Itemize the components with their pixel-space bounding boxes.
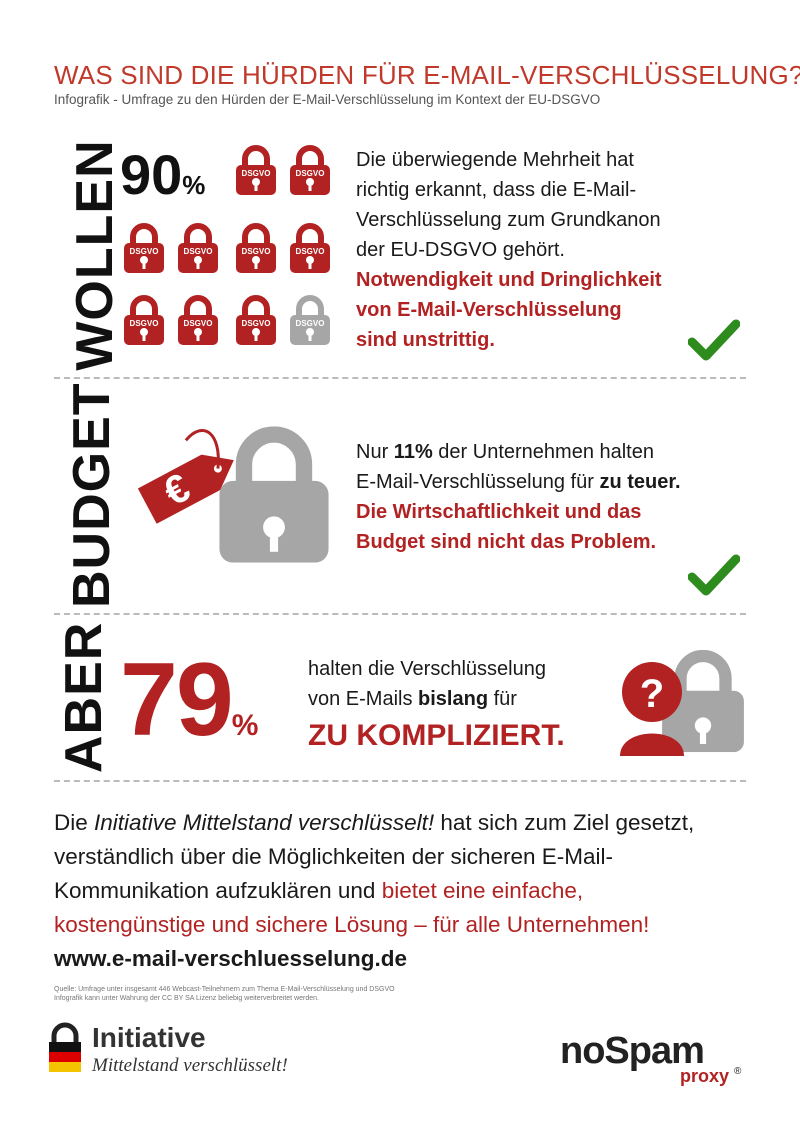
confused-person-icon: ? bbox=[620, 662, 684, 756]
lock-grid: DSGVO DSGVO DSGVO DSGVO DSGVO DSGVO DSGV… bbox=[118, 145, 348, 360]
section-label-aber: ABER bbox=[55, 621, 113, 773]
section-divider bbox=[54, 613, 746, 615]
dsgvo-lock-icon: DSGVO bbox=[122, 295, 166, 345]
section-label-budget: BUDGET bbox=[63, 382, 121, 608]
dsgvo-lock-gray-icon: DSGVO bbox=[288, 295, 332, 345]
svg-text:DSGVO: DSGVO bbox=[242, 319, 271, 328]
svg-text:DSGVO: DSGVO bbox=[130, 247, 159, 256]
aber-percent: 79% bbox=[120, 642, 259, 758]
dsgvo-lock-icon: DSGVO bbox=[234, 223, 278, 273]
nospam-proxy-logo: noSpam proxy ® bbox=[560, 1030, 742, 1086]
svg-text:DSGVO: DSGVO bbox=[130, 319, 159, 328]
svg-text:DSGVO: DSGVO bbox=[242, 247, 271, 256]
aber-text: halten die Verschlüsselung von E-Mails b… bbox=[308, 658, 565, 752]
dsgvo-lock-icon: DSGVO bbox=[122, 223, 166, 273]
svg-text:DSGVO: DSGVO bbox=[296, 247, 325, 256]
dsgvo-lock-icon: DSGVO bbox=[176, 223, 220, 273]
svg-text:?: ? bbox=[640, 672, 664, 716]
checkmark-icon bbox=[688, 554, 740, 596]
section-label-wollen: WOLLEN bbox=[66, 139, 124, 371]
initiative-description: Die Initiative Mittelstand verschlüsselt… bbox=[54, 806, 754, 976]
wollen-text: Die überwiegende Mehrheit hat richtig er… bbox=[356, 149, 662, 351]
padlock-gray-icon bbox=[214, 422, 334, 567]
wollen-percent: 90% bbox=[120, 143, 206, 206]
budget-text: Nur 11% der Unternehmen halten E-Mail-Ve… bbox=[356, 441, 681, 553]
dsgvo-lock-icon: DSGVO bbox=[288, 145, 332, 195]
svg-text:DSGVO: DSGVO bbox=[296, 169, 325, 178]
dsgvo-lock-icon: DSGVO bbox=[234, 145, 278, 195]
dsgvo-lock-icon: DSGVO bbox=[288, 223, 332, 273]
euro-price-tag-icon: € bbox=[137, 429, 234, 524]
checkmark-icon bbox=[688, 319, 740, 361]
svg-text:DSGVO: DSGVO bbox=[184, 319, 213, 328]
svg-text:DSGVO: DSGVO bbox=[242, 169, 271, 178]
page-subtitle: Infografik - Umfrage zu den Hürden der E… bbox=[54, 92, 601, 107]
dsgvo-lock-icon: DSGVO bbox=[234, 295, 278, 345]
section-divider bbox=[54, 377, 746, 379]
page-title: WAS SIND DIE HÜRDEN FÜR E-MAIL-VERSCHLÜS… bbox=[54, 60, 800, 90]
svg-text:DSGVO: DSGVO bbox=[296, 319, 325, 328]
website-link[interactable]: www.e-mail-verschluesselung.de bbox=[54, 946, 408, 971]
source-note: Quelle: Umfrage unter insgesamt 446 Webc… bbox=[54, 986, 395, 1002]
svg-text:DSGVO: DSGVO bbox=[184, 247, 213, 256]
section-divider bbox=[54, 780, 746, 782]
initiative-logo: Initiative Mittelstand verschlüsselt! bbox=[46, 1022, 346, 1082]
german-flag-lock-icon bbox=[49, 1022, 81, 1072]
dsgvo-lock-icon: DSGVO bbox=[176, 295, 220, 345]
